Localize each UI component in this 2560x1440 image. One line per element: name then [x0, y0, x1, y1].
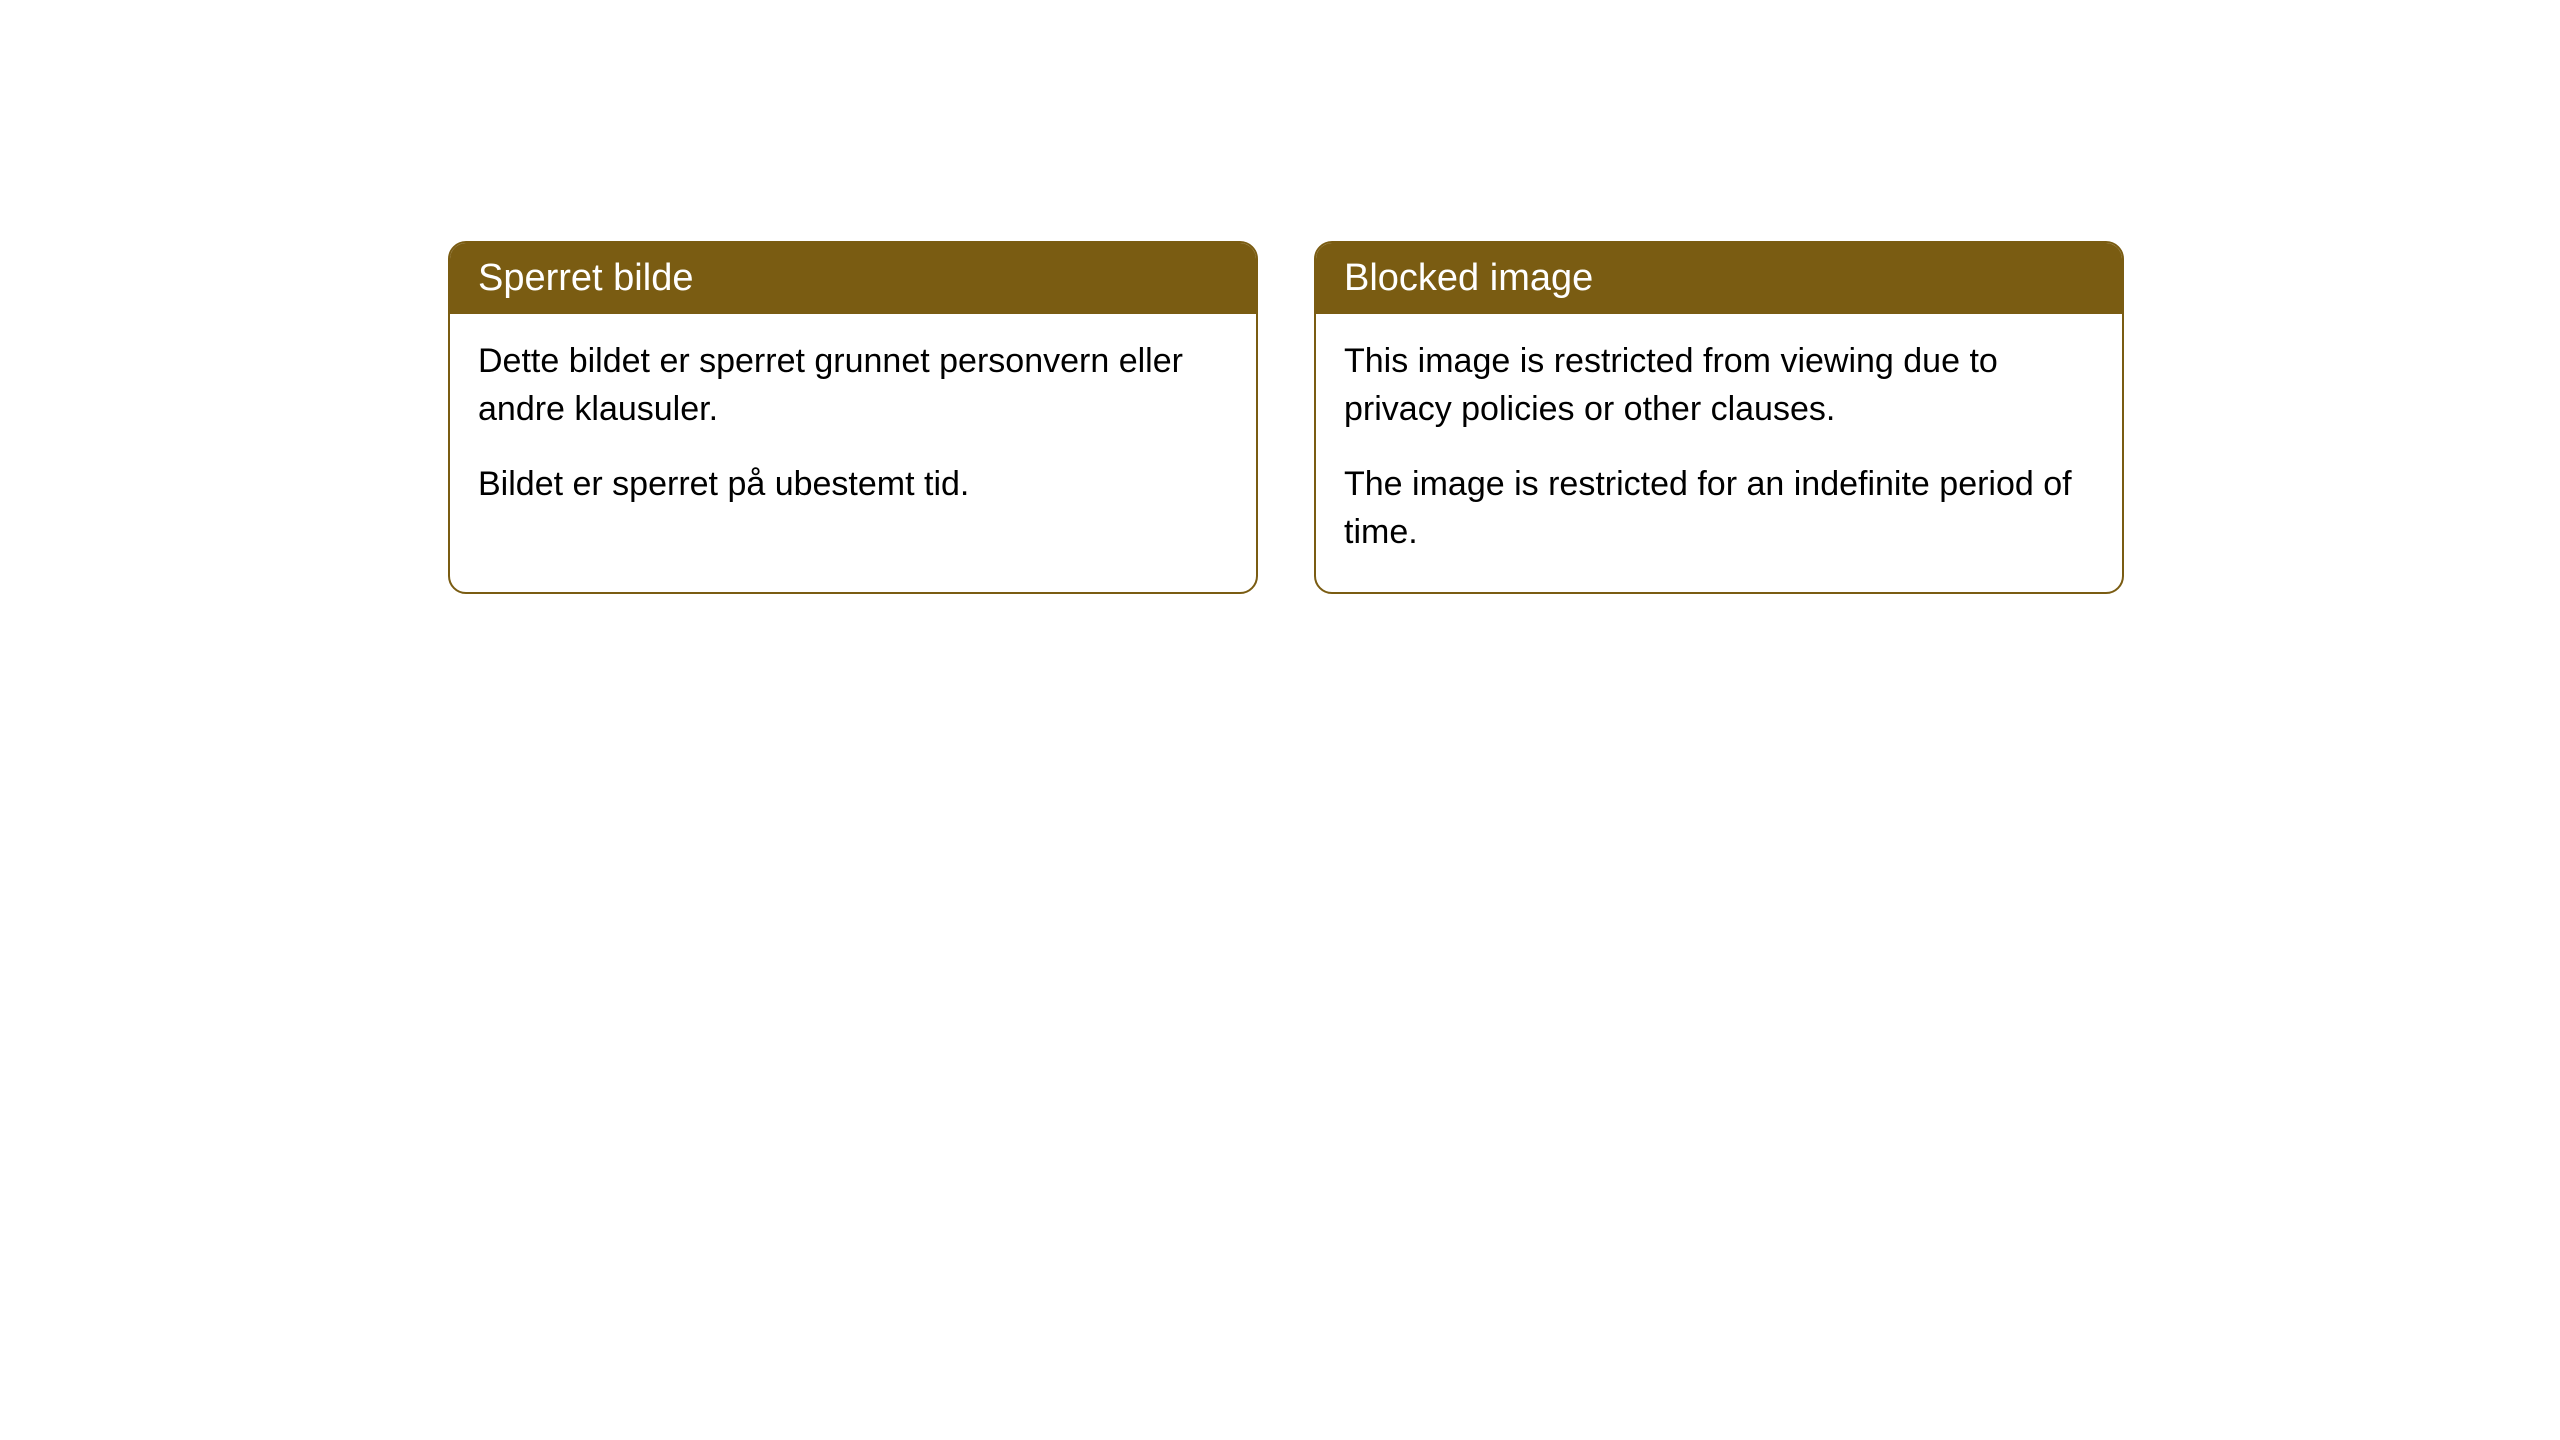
notice-body-norwegian: Dette bildet er sperret grunnet personve…: [450, 314, 1256, 545]
notice-paragraph-2: The image is restricted for an indefinit…: [1344, 461, 2094, 556]
notice-container: Sperret bilde Dette bildet er sperret gr…: [448, 241, 2124, 594]
notice-paragraph-2: Bildet er sperret på ubestemt tid.: [478, 461, 1228, 509]
notice-paragraph-1: Dette bildet er sperret grunnet personve…: [478, 338, 1228, 433]
notice-body-english: This image is restricted from viewing du…: [1316, 314, 2122, 592]
notice-card-english: Blocked image This image is restricted f…: [1314, 241, 2124, 594]
notice-paragraph-1: This image is restricted from viewing du…: [1344, 338, 2094, 433]
notice-header-english: Blocked image: [1316, 243, 2122, 314]
notice-header-norwegian: Sperret bilde: [450, 243, 1256, 314]
notice-card-norwegian: Sperret bilde Dette bildet er sperret gr…: [448, 241, 1258, 594]
